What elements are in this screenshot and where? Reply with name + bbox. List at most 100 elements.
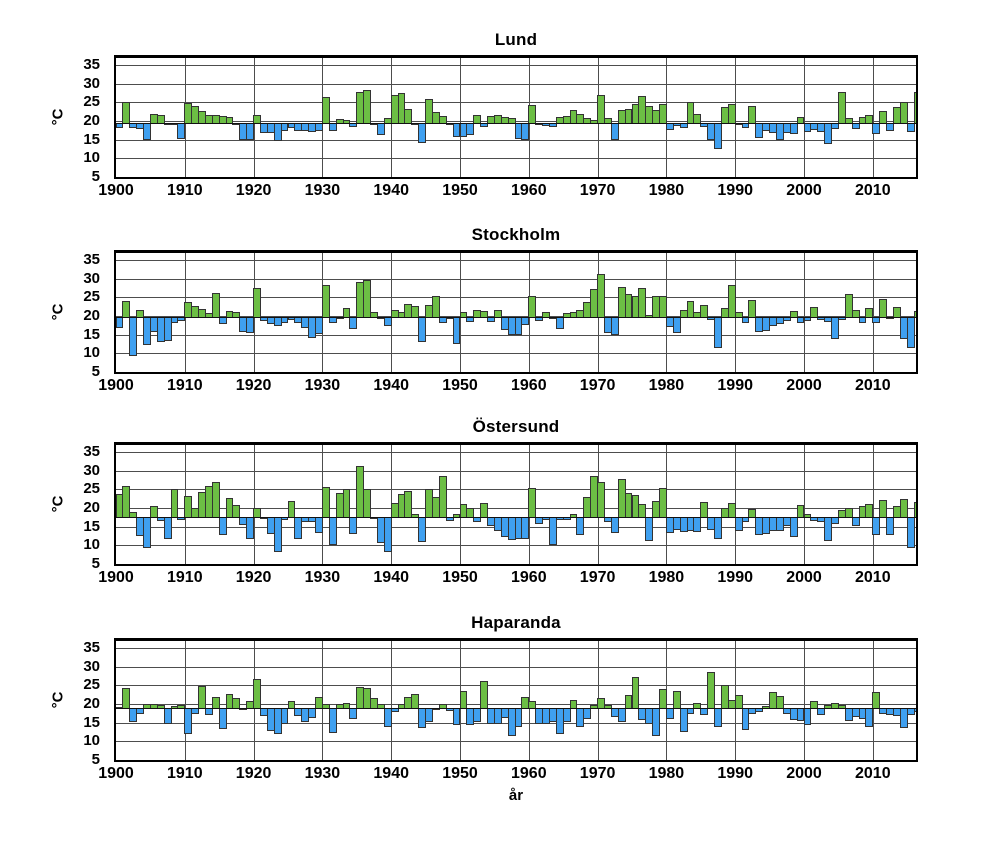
x-gridline (872, 58, 874, 177)
x-tick-label: 1960 (511, 569, 547, 586)
chart-stockholm: Stockholm °C 35 30 25 20 15 10 5 1900 1910 1920 19… (0, 225, 1000, 420)
x-tick-label: 1910 (167, 182, 203, 199)
bar-1985 (700, 708, 709, 716)
bar-1976 (638, 288, 647, 318)
y-tick-label: 35 (83, 251, 100, 269)
bar-2004 (831, 517, 839, 524)
chart-lund: Lund °C 35 30 25 20 15 10 5 1900 1910 1920 1930 194… (0, 30, 1000, 225)
bar-1979 (659, 295, 667, 318)
bar-2015 (906, 316, 915, 349)
y-tick-label: 20 (83, 307, 100, 324)
bar-2011 (879, 499, 888, 518)
x-tick-label: 1990 (717, 377, 753, 394)
bar-1907 (163, 708, 172, 724)
y-tick-label: 15 (83, 517, 100, 535)
bar-1930 (321, 96, 330, 124)
x-tick-label: 1960 (511, 765, 547, 782)
bar-1979 (659, 103, 667, 124)
bar-1996 (775, 695, 784, 710)
bar-1972 (610, 517, 619, 534)
x-tick-label: 1970 (579, 569, 616, 586)
bar-1914 (211, 293, 220, 318)
bar-2010 (872, 517, 881, 536)
y-gridline (116, 139, 916, 141)
bar-1964 (555, 316, 564, 329)
y-gridline (116, 316, 916, 317)
x-gridline (804, 641, 805, 760)
y-tick-label: 10 (83, 344, 100, 362)
bar-1976 (638, 504, 647, 518)
x-tick-label: 1940 (373, 569, 409, 586)
y-tick-label: 20 (83, 112, 100, 129)
y-gridline (116, 452, 916, 454)
bar-1943 (411, 693, 420, 710)
bar-1939 (383, 316, 392, 327)
x-tick-label: 1940 (373, 765, 409, 782)
y-gridline (116, 83, 916, 85)
bar-2012 (886, 122, 894, 131)
x-tick-label: 1950 (442, 377, 478, 394)
bar-1902 (129, 316, 138, 357)
bar-1929 (315, 316, 323, 334)
bar-1949 (452, 316, 461, 345)
bar-1953 (480, 680, 488, 710)
bar-2015 (906, 517, 915, 549)
chart-ostersund: Östersund °C 35 30 25 20 15 10 5 1900 1910 1920 19… (0, 417, 1000, 612)
bar-1901 (122, 300, 131, 318)
bar-1968 (583, 708, 592, 719)
bar-1992 (748, 299, 757, 318)
y-gridline (116, 685, 916, 687)
bar-1931 (328, 708, 337, 733)
bar-1990 (734, 695, 743, 710)
x-tick-label: 2000 (786, 182, 822, 199)
bar-1915 (218, 708, 227, 730)
bar-2015 (906, 122, 915, 133)
bar-2010 (872, 122, 881, 135)
y-gridline (116, 648, 916, 650)
bar-1907 (163, 517, 172, 539)
bar-1958 (514, 708, 523, 728)
bar-1960 (528, 295, 537, 318)
bar-1915 (218, 316, 227, 325)
x-tick-label: 1950 (442, 569, 478, 586)
bar-1987 (714, 122, 722, 149)
x-tick-label: 1990 (717, 182, 753, 199)
bar-1989 (727, 503, 736, 518)
y-tick-label: 35 (83, 56, 100, 74)
bar-1904 (143, 517, 151, 548)
x-tick-label: 2010 (855, 569, 891, 586)
x-gridline (666, 641, 668, 760)
x-tick-label: 2000 (786, 377, 822, 394)
x-gridline (804, 445, 805, 564)
y-gridline (116, 508, 916, 509)
bar-1934 (349, 708, 358, 719)
y-tick-label: 10 (83, 536, 100, 554)
bar-2009 (865, 504, 874, 518)
bar-1987 (714, 316, 722, 349)
x-tick-label: 1930 (304, 377, 341, 394)
bar-1933 (342, 489, 351, 518)
baseline (116, 708, 916, 710)
y-gridline (116, 741, 916, 743)
x-gridline (184, 641, 186, 760)
bar-1979 (659, 689, 667, 710)
y-gridline (116, 353, 916, 355)
y-tick-label: 30 (83, 657, 100, 675)
y-gridline (116, 470, 916, 472)
bar-1929 (315, 122, 323, 132)
plot-area (114, 250, 918, 374)
chart-title: Lund (494, 30, 538, 49)
x-tick-label: 1910 (167, 569, 203, 586)
x-tick-label: 1920 (235, 765, 272, 782)
y-tick-label: 20 (83, 499, 100, 516)
bar-1985 (700, 502, 709, 518)
x-gridline (666, 253, 668, 372)
y-tick-label: 5 (91, 751, 100, 768)
x-tick-label: 1970 (579, 765, 616, 782)
y-tick-label: 15 (83, 130, 100, 148)
x-tick-label: 1910 (167, 765, 203, 782)
bar-2009 (865, 708, 874, 727)
bar-1981 (672, 316, 681, 333)
y-tick-label: 5 (91, 363, 100, 380)
